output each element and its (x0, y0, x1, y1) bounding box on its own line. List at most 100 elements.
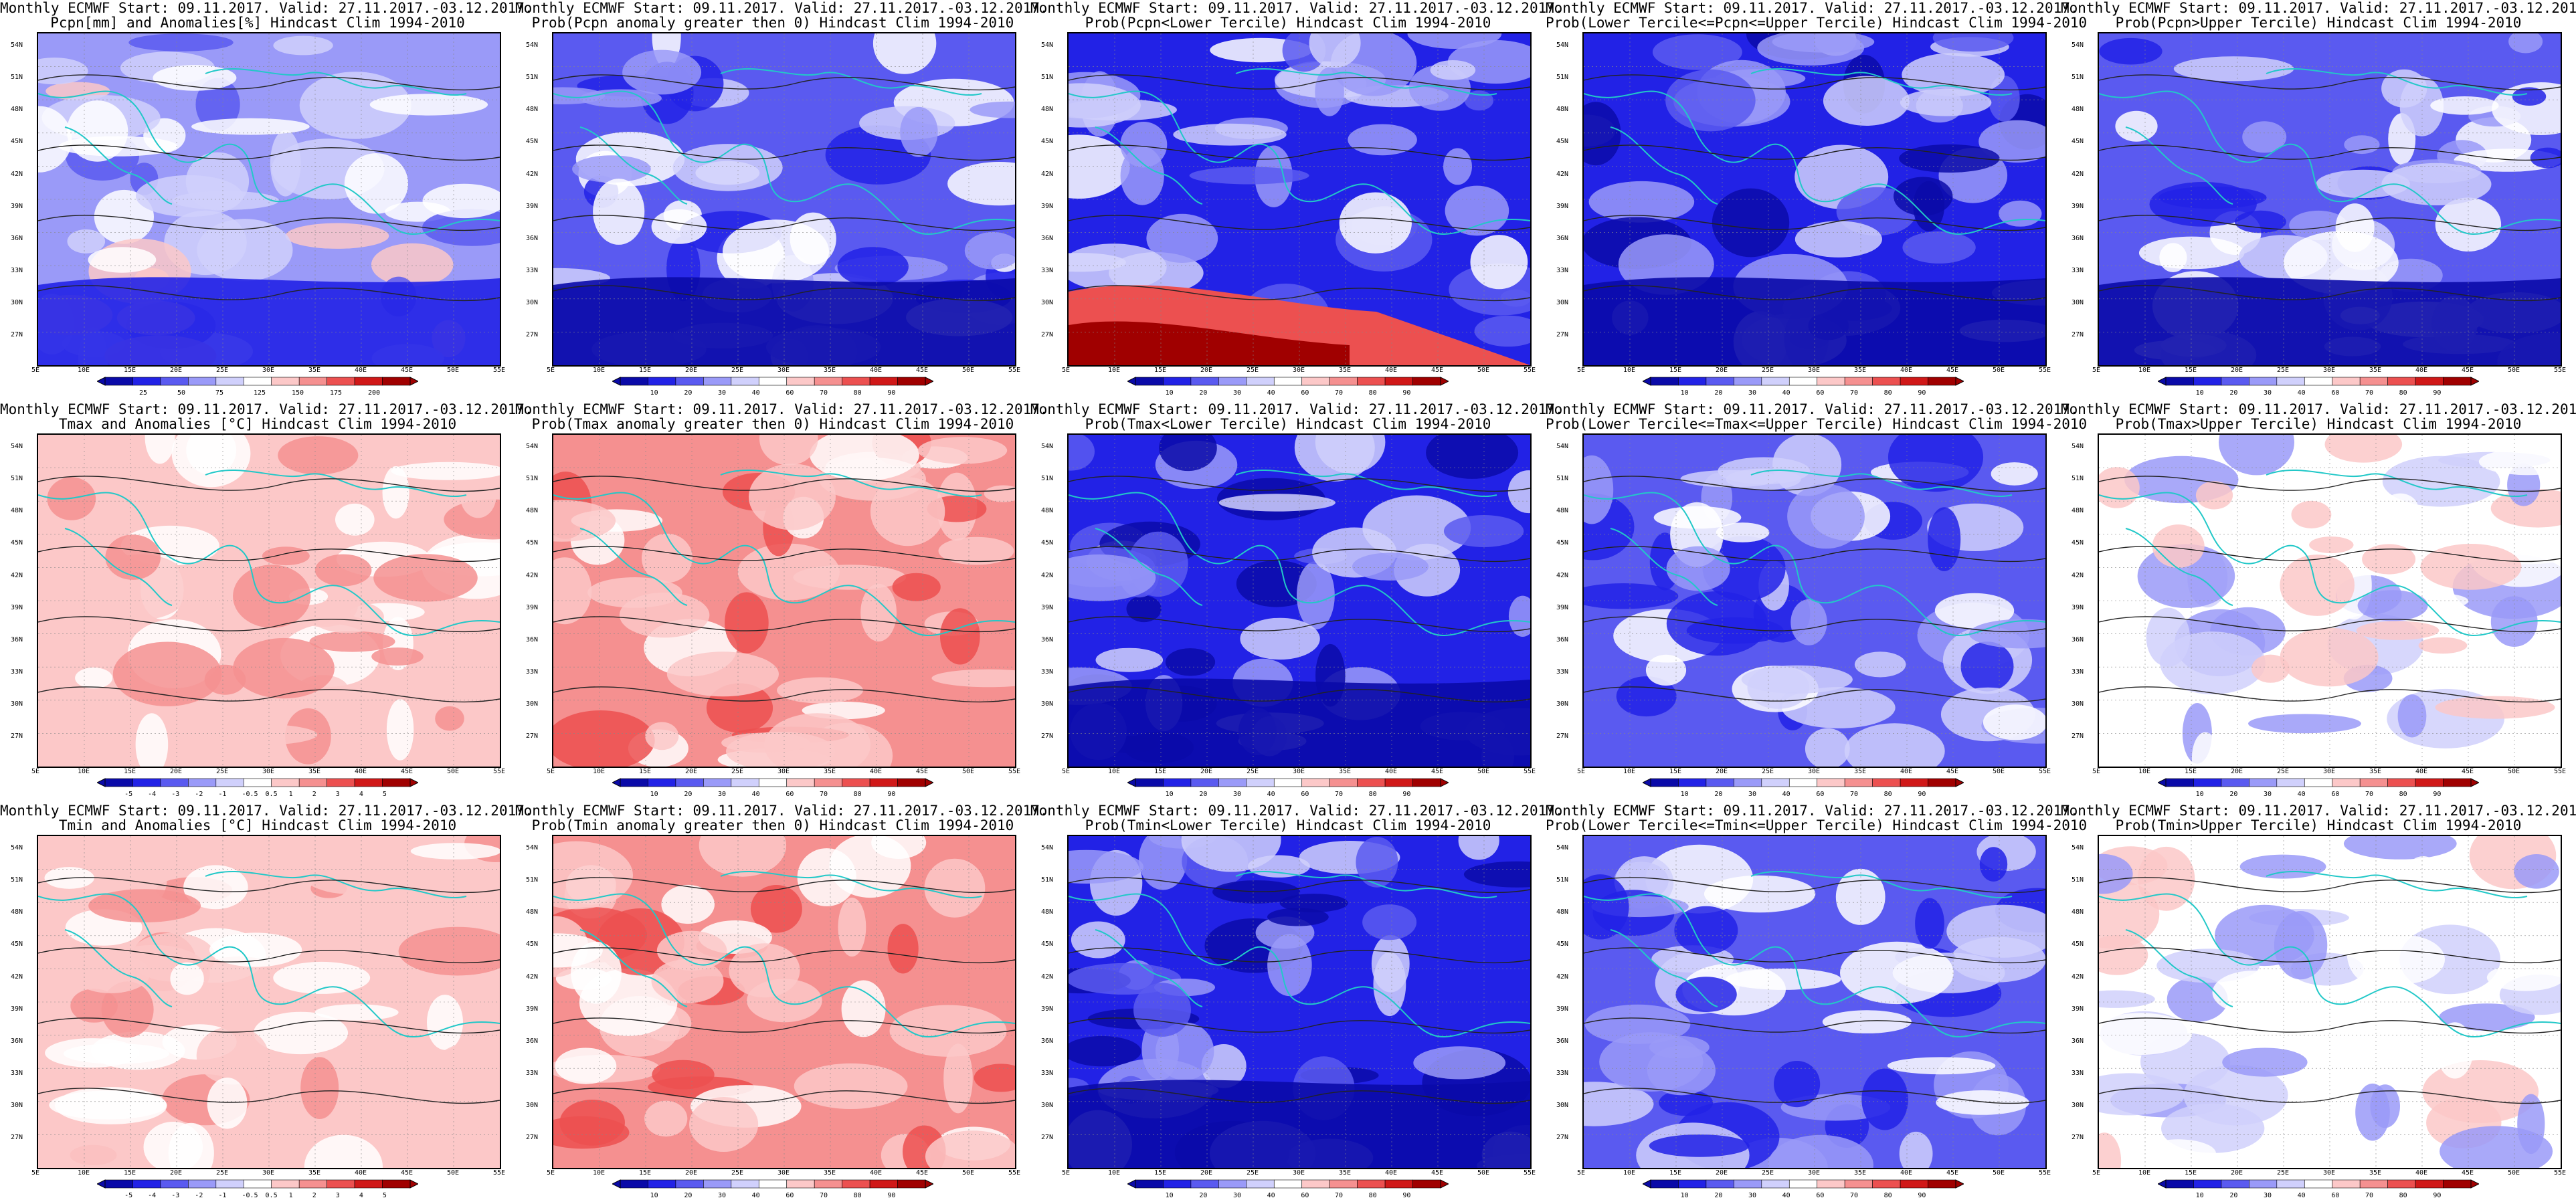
coastline (205, 871, 467, 899)
colorbar-label: 20 (1199, 389, 1208, 397)
coastline (205, 68, 467, 96)
latitude-label: 48N (526, 106, 539, 114)
panel-title: Monthly ECMWF Start: 09.11.2017. Valid: … (2061, 401, 2576, 417)
colorbar-swatch (1900, 377, 1928, 386)
coastline (2125, 528, 2233, 606)
coastline (2099, 90, 2561, 235)
field-shading-patch (1936, 1090, 2029, 1115)
colorbar-label: 60 (1301, 1192, 1309, 1199)
colorbar-label: 175 (330, 389, 343, 397)
latitude-label: 42N (2072, 973, 2084, 981)
colorbar-label: 30 (2264, 1192, 2272, 1199)
climatology-contour (553, 546, 1015, 563)
forecast-map-svg (1584, 435, 2045, 767)
field-shading-patch (304, 1134, 383, 1168)
longitude-label: 20E (170, 1169, 183, 1177)
longitude-label: 50E (2508, 768, 2520, 775)
map-panel-tmax-prob-middle: Monthly ECMWF Start: 09.11.2017. Valid: … (1546, 401, 2087, 803)
latitude-label: 39N (526, 603, 539, 611)
colorbar-swatch (2304, 377, 2333, 386)
latitude-label: 33N (1041, 267, 1054, 275)
colorbar-swatch (2221, 778, 2249, 787)
longitude-label: 45E (401, 1169, 413, 1177)
colorbar-swatch (2387, 1179, 2416, 1189)
field-shading-patch (1165, 648, 1216, 676)
field-shading-patch (2242, 121, 2287, 153)
longitude-label: 25E (1762, 1169, 1774, 1177)
longitude-label: 5E (2092, 768, 2101, 775)
field-shading-patch (1294, 435, 1375, 482)
colorbar-swatch (298, 778, 327, 787)
latitude-label: 51N (1556, 876, 1569, 884)
map-panel-pcpn-prob-lower: Monthly ECMWF Start: 09.11.2017. Valid: … (1030, 0, 1564, 401)
latitude-label: 45N (1041, 539, 1054, 547)
climatology-contour (553, 1088, 1015, 1104)
field-shading-patch (1928, 507, 1961, 571)
latitude-label: 36N (1556, 1037, 1569, 1045)
colorbar-min-arrow (97, 377, 106, 386)
field-shading-patch (1988, 75, 2020, 122)
colorbar-swatch (1844, 1179, 1873, 1189)
field-shading-patch (2115, 110, 2158, 142)
colorbar-swatch (188, 1179, 217, 1189)
field-shading-patch (2149, 182, 2257, 227)
field-shading-patch (725, 592, 769, 654)
field-shading-patch (1649, 1134, 1750, 1157)
colorbar-max-arrow (409, 778, 418, 787)
field-shading-patch (559, 1100, 625, 1146)
latitude-label: 36N (2072, 635, 2084, 643)
longitude-label: 55E (1524, 367, 1536, 374)
field-shading-patch (1704, 875, 1816, 913)
field-shading-patch (931, 669, 1015, 688)
field-shading-patch (1443, 148, 1472, 185)
colorbar-swatch (648, 778, 676, 787)
colorbar-label: 2 (312, 1192, 316, 1199)
colorbar-swatch (675, 377, 704, 386)
longitude-label: 55E (1008, 1169, 1021, 1177)
latitude-label: 33N (1041, 668, 1054, 676)
field-shading-patch (1218, 494, 1336, 512)
field-shading-patch (1508, 595, 1530, 637)
colorbar-label: -0.5 (242, 791, 258, 798)
longitude-label: 40E (1900, 367, 1913, 374)
field-shading-patch (2099, 37, 2163, 65)
colorbar-swatch (814, 778, 842, 787)
longitude-label: 30E (777, 1169, 790, 1177)
latitude-label: 45N (1041, 940, 1054, 948)
field-shading-patch (1716, 522, 1770, 542)
longitude-label: 10E (593, 367, 606, 374)
colorbar-swatch (675, 778, 704, 787)
field-shading-patch (1787, 484, 1865, 549)
longitude-label: 20E (1716, 1169, 1728, 1177)
colorbar-label: 20 (1199, 1192, 1208, 1199)
field-shading-patch (1584, 455, 1614, 524)
panel-title: Monthly ECMWF Start: 09.11.2017. Valid: … (515, 401, 1048, 417)
colorbar-swatch (675, 1179, 704, 1189)
field-shading-patch (278, 436, 359, 475)
longitude-label: 40E (2415, 768, 2428, 775)
latitude-label: 51N (2072, 876, 2084, 884)
colorbar-label: 80 (1368, 1192, 1377, 1199)
field-shading-patch (145, 435, 175, 464)
longitude-label: 55E (1008, 768, 1021, 775)
colorbar-label: 70 (1335, 389, 1344, 397)
longitude-label: 20E (685, 1169, 698, 1177)
colorbar-label: 10 (1680, 389, 1689, 397)
colorbar-min-arrow (612, 377, 621, 386)
southern-field-band (38, 277, 500, 365)
colorbar-swatch (2443, 1179, 2472, 1189)
colorbar-label: 40 (751, 389, 760, 397)
colorbar-swatch (298, 1179, 327, 1189)
latitude-label: 39N (11, 202, 23, 210)
field-shading-patch (872, 33, 937, 74)
colorbar-label: 90 (1918, 389, 1926, 397)
field-shading-patch (794, 1063, 908, 1109)
longitude-label: 5E (2092, 367, 2101, 374)
colorbar-label: 80 (1883, 1192, 1892, 1199)
longitude-label: 25E (2277, 768, 2290, 775)
colorbar-swatch (842, 377, 870, 386)
field-shading-patch (386, 699, 414, 761)
field-shading-patch (1772, 33, 1875, 53)
longitude-label: 45E (1431, 768, 1444, 775)
field-shading-patch (2099, 854, 2133, 894)
